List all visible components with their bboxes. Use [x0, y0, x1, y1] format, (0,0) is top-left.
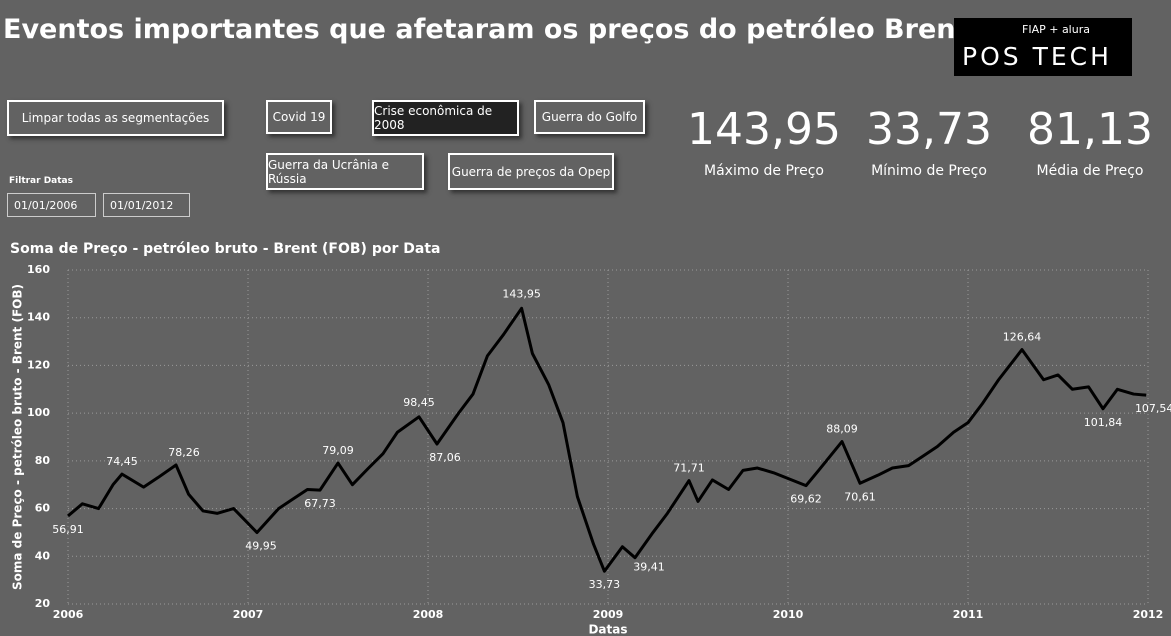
date-filter-label: Filtrar Datas [9, 176, 73, 186]
clear-button[interactable]: Limpar todas as segmentações [7, 100, 224, 136]
y-axis-label: Soma de Preço - petróleo bruto - Brent (… [11, 284, 25, 590]
filter-button[interactable]: Guerra de preços da Opep [448, 153, 614, 190]
data-label: 98,45 [403, 396, 435, 409]
filter-button[interactable]: Covid 19 [266, 100, 332, 134]
kpi-value: 81,13 [1027, 104, 1153, 155]
y-tick-label: 160 [27, 263, 50, 276]
data-label: 70,61 [844, 490, 876, 503]
data-label: 33,73 [589, 578, 621, 591]
data-label: 88,09 [826, 423, 858, 436]
y-tick-label: 100 [27, 406, 50, 419]
y-tick-label: 40 [35, 549, 51, 562]
x-tick-label: 2012 [1133, 608, 1164, 621]
data-label: 79,09 [322, 444, 354, 457]
data-label: 56,91 [52, 523, 84, 536]
x-tick-label: 2006 [53, 608, 84, 621]
data-label: 49,95 [245, 540, 277, 553]
data-label: 87,06 [429, 451, 461, 464]
data-label: 69,62 [790, 493, 822, 506]
filter-button[interactable]: Guerra da Ucrânia e Rússia [266, 153, 424, 190]
chart-title: Soma de Preço - petróleo bruto - Brent (… [10, 241, 440, 257]
y-tick-label: 80 [35, 454, 51, 467]
data-label: 67,73 [304, 497, 336, 510]
x-tick-label: 2011 [953, 608, 984, 621]
y-tick-label: 140 [27, 311, 50, 324]
data-label: 78,26 [168, 446, 200, 459]
date-end[interactable]: 01/01/2012 [103, 193, 190, 217]
kpi-value: 33,73 [866, 104, 992, 155]
kpi-label: Máximo de Preço [704, 163, 824, 179]
y-tick-label: 120 [27, 358, 50, 371]
data-label: 71,71 [673, 462, 705, 475]
filter-button[interactable]: Crise econômica de 2008 [372, 100, 519, 136]
kpi-label: Média de Preço [1036, 163, 1144, 179]
kpi-label: Mínimo de Preço [871, 163, 987, 179]
data-label: 39,41 [633, 561, 665, 574]
date-start[interactable]: 01/01/2006 [7, 193, 96, 217]
logo: FIAP + alura POS TECH [954, 18, 1132, 76]
price-line [67, 306, 1147, 573]
y-tick-label: 60 [35, 502, 51, 515]
data-label: 143,95 [502, 287, 541, 300]
logo-name: POS TECH [962, 42, 1112, 71]
x-tick-label: 2007 [233, 608, 264, 621]
filter-button[interactable]: Guerra do Golfo [534, 100, 645, 134]
x-axis-label: Datas [588, 623, 627, 636]
x-tick-label: 2010 [773, 608, 804, 621]
logo-brand: FIAP + alura [1022, 23, 1090, 36]
x-tick-label: 2008 [413, 608, 444, 621]
data-label: 107,54 [1135, 402, 1171, 415]
data-label: 74,45 [106, 455, 138, 468]
page-title: Eventos importantes que afetaram os preç… [3, 14, 969, 45]
x-tick-label: 2009 [593, 608, 624, 621]
kpi-value: 143,95 [687, 104, 841, 155]
y-tick-label: 20 [35, 597, 51, 610]
data-label: 126,64 [1003, 331, 1042, 344]
data-label: 101,84 [1084, 416, 1123, 429]
